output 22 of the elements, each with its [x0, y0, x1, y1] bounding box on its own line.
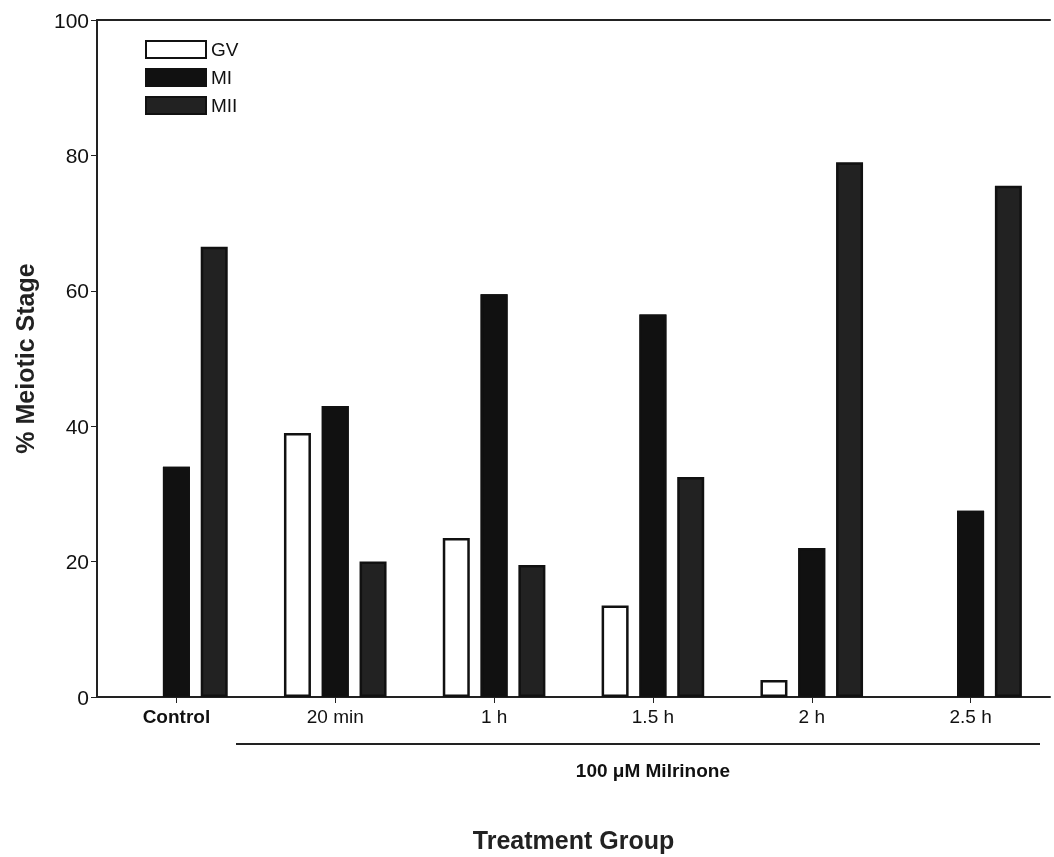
legend-label: MII: [211, 95, 238, 116]
bar: [601, 605, 629, 697]
y-tick-label: 20: [65, 550, 89, 574]
y-axis-title: % Meiotic Stage: [10, 263, 39, 454]
y-tick-label: 0: [77, 685, 89, 709]
y-tick-label: 60: [65, 279, 89, 303]
x-tick-label: 20 min: [306, 706, 364, 727]
bar: [442, 537, 470, 697]
x-tick-label: 2 h: [798, 706, 825, 727]
bar: [283, 432, 311, 697]
y-tick-label: 40: [65, 414, 89, 438]
y-tick-label: 80: [65, 143, 89, 167]
y-tick-label: 100: [53, 8, 89, 32]
bar: [760, 680, 788, 697]
x-axis-title: Treatment Group: [472, 825, 675, 854]
x-tick-label: 1.5 h: [631, 706, 675, 727]
x-tick-label: 2.5 h: [949, 706, 992, 727]
legend-label: GV: [211, 39, 239, 60]
legend-label: MI: [211, 67, 233, 88]
x-tick-label: Control: [142, 706, 211, 727]
x-tick-label: 1 h: [480, 706, 508, 727]
text: 100 μM Milrinone: [575, 760, 730, 782]
